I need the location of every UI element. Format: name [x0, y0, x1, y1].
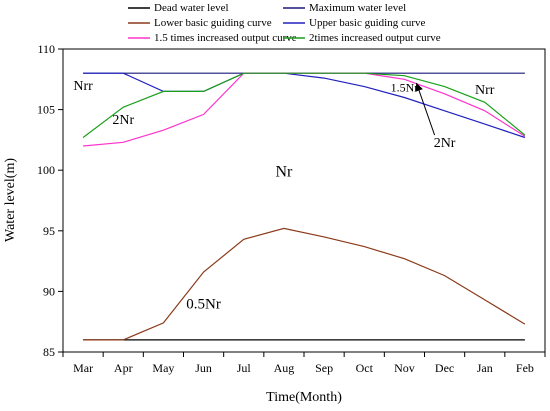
legend-item-1-5-times-increased-output-curve: 1.5 times increased output curve: [128, 32, 297, 44]
annotation-0-5nr: 0.5Nr: [186, 296, 221, 312]
x-tick-label-nov: Nov: [394, 361, 415, 375]
y-tick-label-105: 105: [37, 103, 55, 117]
legend-label: Maximum water level: [309, 2, 406, 14]
legend-label: Dead water level: [154, 2, 229, 14]
x-tick-label-dec: Dec: [435, 361, 454, 375]
legend-label: Lower basic guiding curve: [154, 17, 272, 29]
y-tick-label-95: 95: [43, 224, 55, 238]
legend-label: Upper basic guiding curve: [309, 17, 425, 29]
x-tick-label-sep: Sep: [315, 361, 333, 375]
legend: Dead water level Maximum water level Lower…: [128, 2, 441, 44]
y-tick-label-85: 85: [43, 345, 55, 359]
annotation-arrow-line: [415, 82, 436, 136]
legend-label: 2times increased output curve: [309, 32, 441, 44]
x-tick-label-mar: Mar: [73, 361, 93, 375]
legend-item-upper-basic-guiding-curve: Upper basic guiding curve: [283, 17, 425, 29]
y-tick-label-90: 90: [43, 284, 55, 298]
x-axis: Mar Apr May Jun Jul Aug Sep Oct Nov Dec Jan Feb: [62, 352, 546, 375]
annotation-arrow-head: [415, 82, 423, 92]
x-tick-label-feb: Feb: [516, 361, 534, 375]
annotation-2nr: 2Nr: [434, 136, 456, 151]
annotations: Nrr 2Nr Nr 0.5Nr 1.5Nr Nrr 2Nr: [73, 79, 494, 312]
series-layer: [82, 72, 526, 341]
x-tick-label-jun: Jun: [195, 361, 212, 375]
y-tick-label-100: 100: [37, 163, 55, 177]
x-tick-label-aug: Aug: [274, 361, 295, 375]
x-tick-label-oct: Oct: [356, 361, 374, 375]
annotation-2nr: 2Nr: [112, 113, 134, 128]
plot-frame: [62, 48, 546, 353]
annotation-nrr: Nrr: [475, 83, 495, 98]
x-tick-label-jul: Jul: [237, 361, 252, 375]
series-line-2times-increased-output-curve: [82, 72, 526, 138]
y-axis: 85 90 95 100 105 110: [37, 42, 63, 359]
annotation-1-5nr: 1.5Nr: [391, 80, 419, 94]
annotation-nr: Nr: [275, 163, 293, 180]
legend-item-dead-water-level: Dead water level: [128, 2, 229, 14]
series-line-lower-basic-guiding-curve: [83, 227, 526, 341]
legend-item-maximum-water-level: Maximum water level: [283, 2, 406, 14]
legend-item-lower-basic-guiding-curve: Lower basic guiding curve: [128, 17, 272, 29]
series-line-upper-basic-guiding-curve: [83, 72, 526, 139]
series-line-1-5-times-increased-output-curve: [83, 72, 526, 147]
annotation-nrr: Nrr: [73, 79, 93, 94]
x-tick-label-apr: Apr: [114, 361, 133, 375]
x-tick-label-may: May: [152, 361, 174, 375]
y-tick-label-110: 110: [37, 42, 55, 56]
x-axis-label: Time(Month): [266, 390, 342, 405]
legend-item-2times-increased-output-curve: 2times increased output curve: [283, 32, 441, 44]
legend-label: 1.5 times increased output curve: [154, 32, 297, 44]
x-tick-label-jan: Jan: [477, 361, 493, 375]
y-axis-label: Water level(m): [3, 158, 18, 242]
